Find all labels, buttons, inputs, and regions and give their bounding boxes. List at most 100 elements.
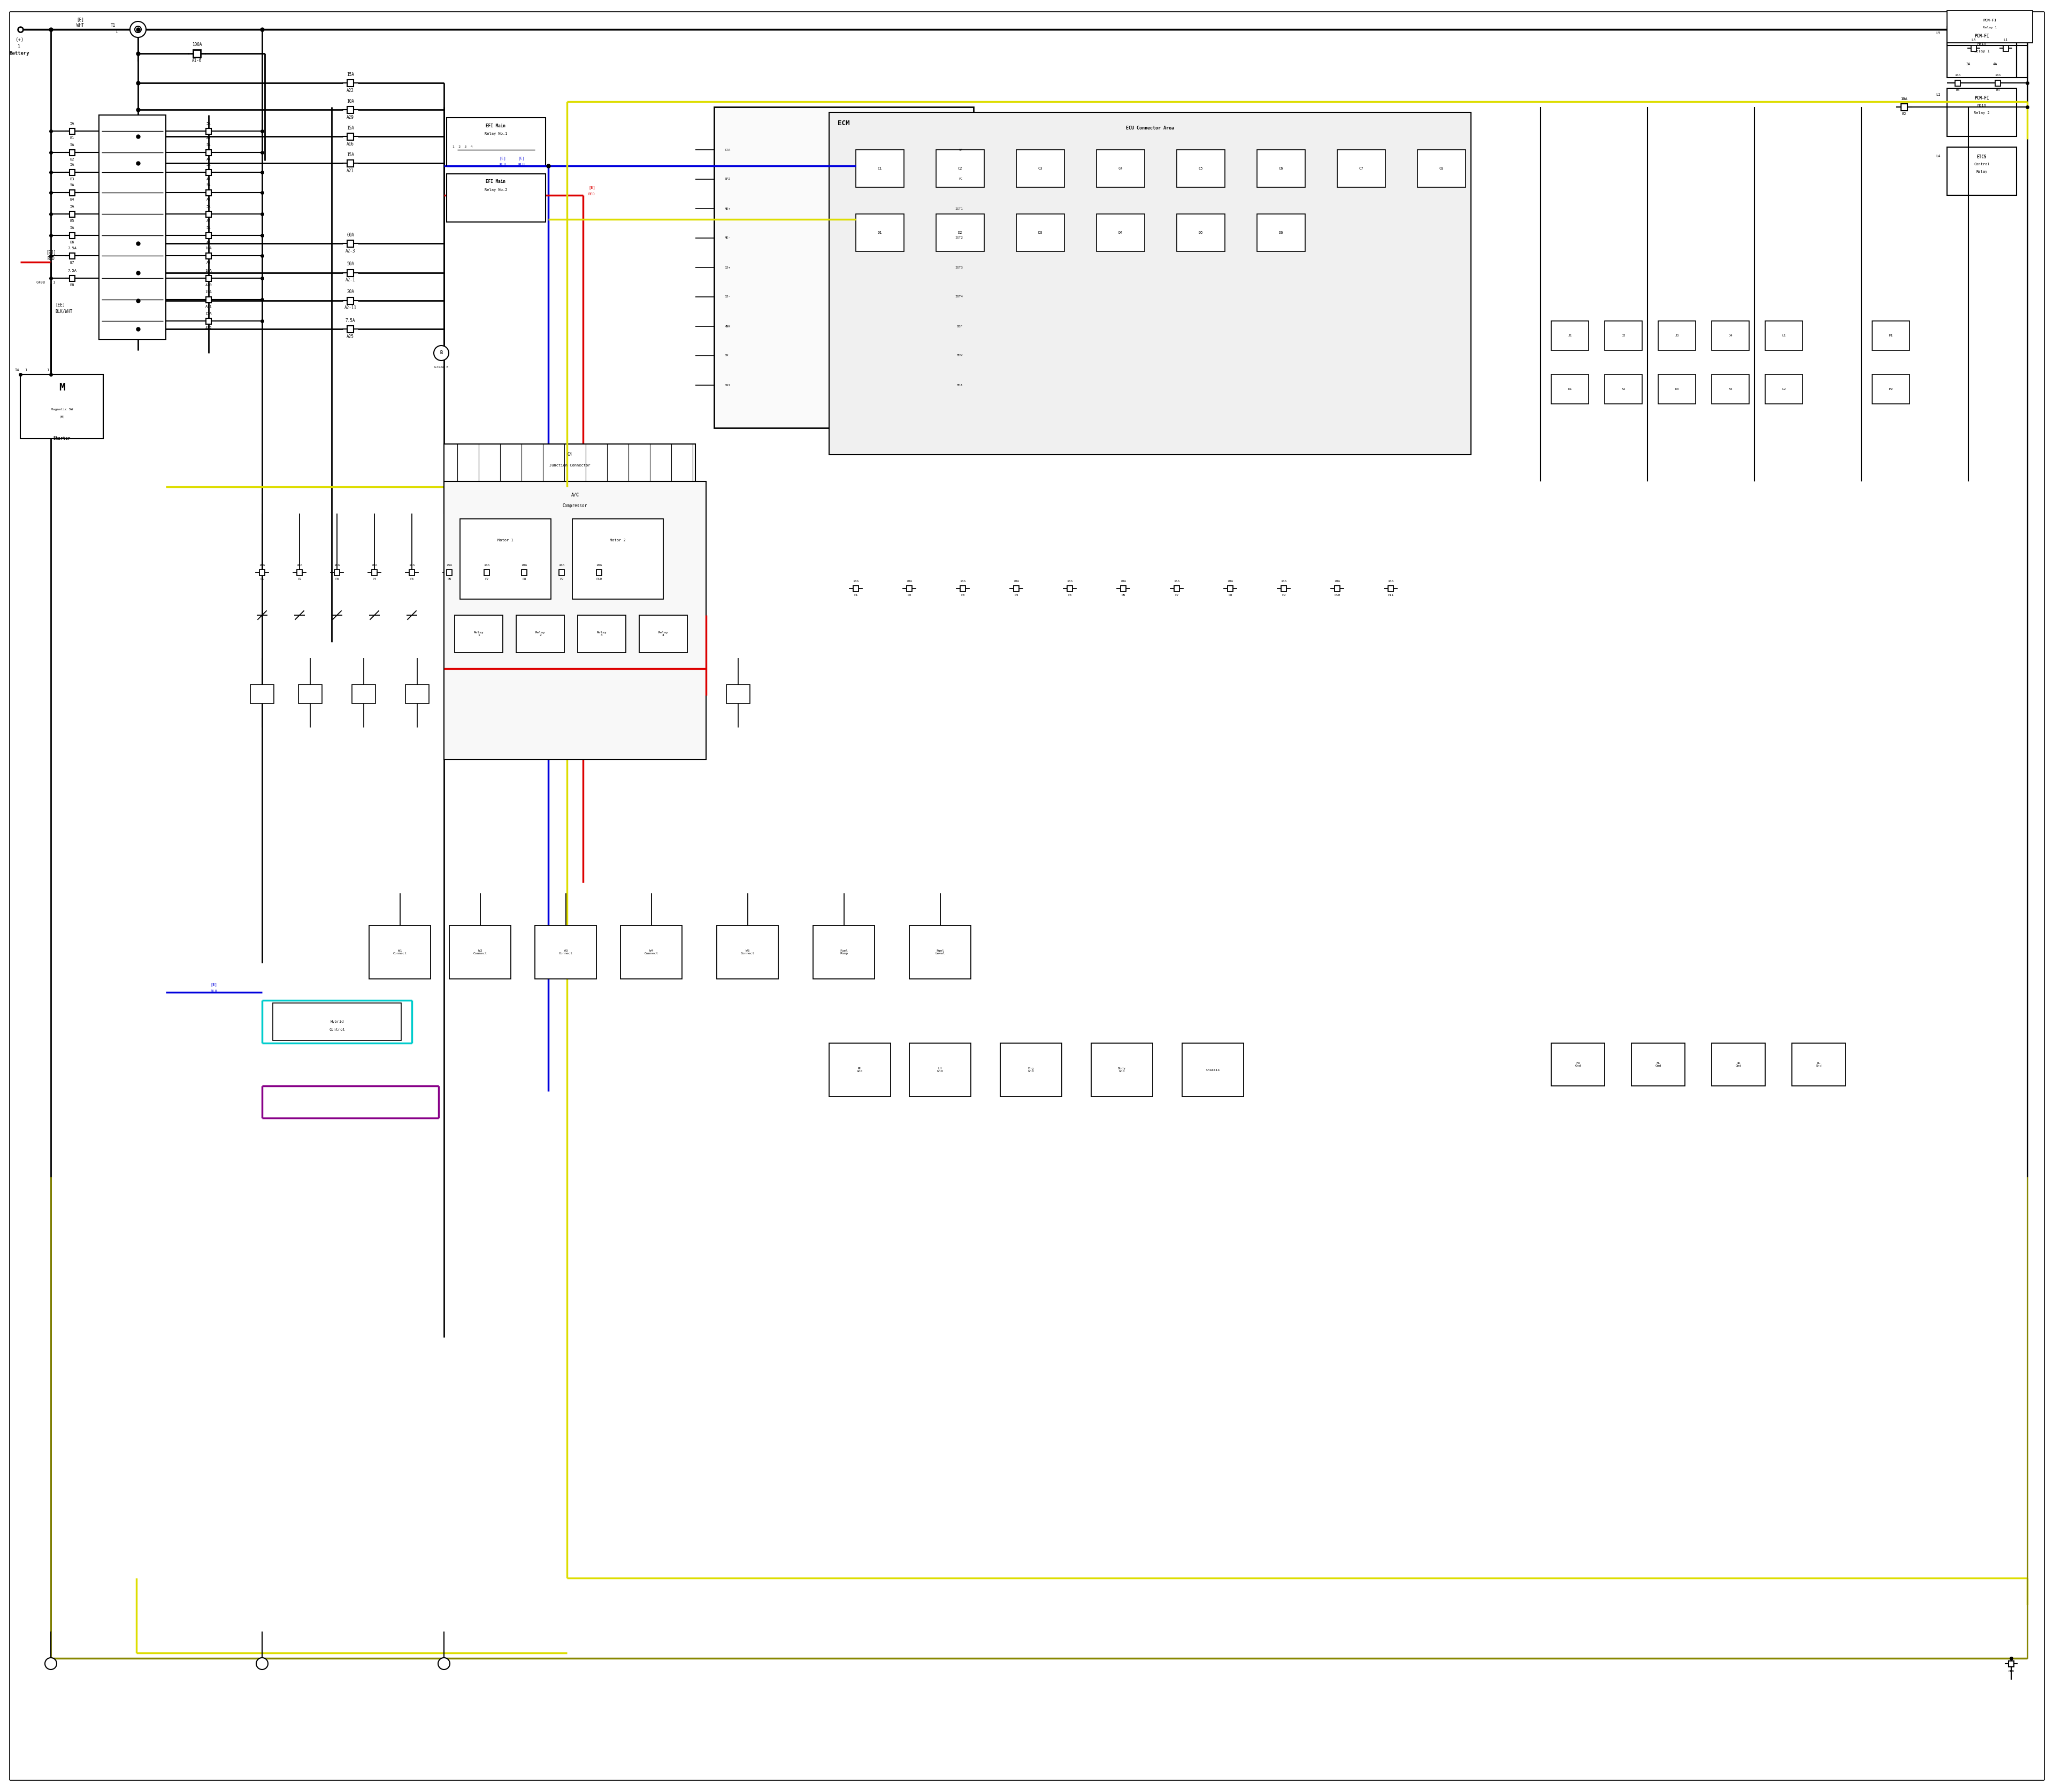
Text: 1: 1 (47, 369, 49, 371)
Text: M2: M2 (1890, 387, 1894, 391)
Bar (639, 615, 688, 652)
Text: FC: FC (959, 177, 963, 181)
Text: P6: P6 (448, 579, 452, 581)
Bar (1017, 213, 1064, 251)
Bar (70, 168, 76, 176)
Text: P1: P1 (261, 579, 265, 581)
Bar (205, 297, 212, 303)
Bar (511, 685, 536, 704)
Bar (727, 685, 750, 704)
Bar (1389, 586, 1393, 591)
Text: GND: GND (2009, 1670, 2015, 1674)
Circle shape (136, 27, 142, 32)
Text: 60A: 60A (347, 233, 353, 237)
Bar (830, 113, 1471, 455)
Text: 10A: 10A (906, 579, 912, 582)
Text: A4: A4 (205, 158, 212, 161)
Text: K1: K1 (1567, 387, 1571, 391)
Text: RED: RED (587, 192, 596, 195)
Bar (1282, 586, 1286, 591)
Bar (2009, 1661, 2013, 1667)
Bar (1097, 151, 1144, 186)
Text: L4: L4 (1937, 154, 1941, 158)
Text: P8: P8 (522, 579, 526, 581)
Text: 10A: 10A (372, 563, 378, 566)
Bar (857, 151, 904, 186)
Text: 10A: 10A (522, 563, 528, 566)
Bar (296, 570, 302, 575)
Bar (446, 570, 452, 575)
Bar (372, 570, 378, 575)
Text: PCM-FI: PCM-FI (1974, 34, 1988, 39)
Text: SP2: SP2 (725, 177, 731, 181)
Bar (347, 240, 353, 247)
Text: Magnetic SW: Magnetic SW (51, 409, 74, 410)
Circle shape (438, 1658, 450, 1670)
Text: K3: K3 (1674, 387, 1678, 391)
Bar (857, 213, 904, 251)
Text: M1: M1 (1890, 335, 1894, 337)
Text: C2: C2 (957, 167, 963, 170)
Bar (446, 174, 546, 222)
Text: FR
Gnd: FR Gnd (1575, 1061, 1582, 1068)
Text: 15A: 15A (446, 563, 452, 566)
Text: Motor 1: Motor 1 (497, 539, 514, 541)
Text: PCM-FI: PCM-FI (1974, 95, 1988, 100)
Text: Fuel
Pump: Fuel Pump (840, 950, 848, 955)
Bar (910, 925, 972, 978)
Text: Relay
3: Relay 3 (598, 631, 606, 636)
Text: A9: A9 (205, 262, 212, 263)
Text: Grade B: Grade B (433, 366, 448, 369)
Text: 1: 1 (115, 30, 117, 34)
Text: Motor 2: Motor 2 (610, 539, 626, 541)
Text: L1: L1 (2003, 38, 2009, 41)
Text: EFI Main: EFI Main (487, 179, 505, 185)
Bar (205, 190, 212, 195)
Bar (193, 50, 201, 57)
Text: Relay 1: Relay 1 (1974, 50, 1990, 54)
Text: 10A: 10A (1119, 579, 1126, 582)
Bar (1764, 375, 1803, 403)
Text: BLU: BLU (499, 163, 505, 167)
Text: [EJ]: [EJ] (45, 251, 55, 254)
Bar (351, 685, 376, 704)
Bar (347, 326, 353, 333)
Text: P7: P7 (1175, 593, 1179, 597)
Text: W3
Connect: W3 Connect (559, 950, 573, 955)
Text: Eng
Gnd: Eng Gnd (1027, 1066, 1033, 1073)
Bar (1711, 321, 1750, 351)
Text: D1: D1 (877, 231, 881, 235)
Text: 10A: 10A (259, 563, 265, 566)
Bar (813, 925, 875, 978)
Text: 5A: 5A (70, 163, 74, 167)
Text: A11: A11 (205, 305, 212, 308)
Text: C5: C5 (1200, 167, 1204, 170)
Bar (715, 108, 974, 428)
Bar (1257, 151, 1304, 186)
Bar (1183, 1043, 1243, 1097)
Bar (1900, 104, 1908, 111)
Text: LH
Gnd: LH Gnd (937, 1066, 943, 1073)
Text: 15A: 15A (205, 312, 212, 315)
Text: Chassis: Chassis (1206, 1068, 1220, 1072)
Text: 10A: 10A (205, 269, 212, 272)
Text: A2-11: A2-11 (345, 306, 357, 310)
Text: A22: A22 (347, 88, 353, 93)
Bar (205, 168, 212, 176)
Bar (485, 570, 489, 575)
Bar (516, 615, 565, 652)
Text: FL
Gnd: FL Gnd (1656, 1061, 1662, 1068)
Bar (347, 133, 353, 140)
Bar (522, 570, 528, 575)
Text: P7: P7 (485, 579, 489, 581)
Bar (1000, 1043, 1062, 1097)
Text: B5: B5 (70, 219, 74, 222)
Bar (458, 685, 483, 704)
Text: [E]: [E] (76, 18, 84, 22)
Text: G2+: G2+ (725, 267, 731, 269)
Bar (460, 520, 550, 599)
Bar (830, 1043, 891, 1097)
Text: Fuel
Level: Fuel Level (935, 950, 945, 955)
Bar (335, 570, 339, 575)
Text: W1
Connect: W1 Connect (392, 950, 407, 955)
